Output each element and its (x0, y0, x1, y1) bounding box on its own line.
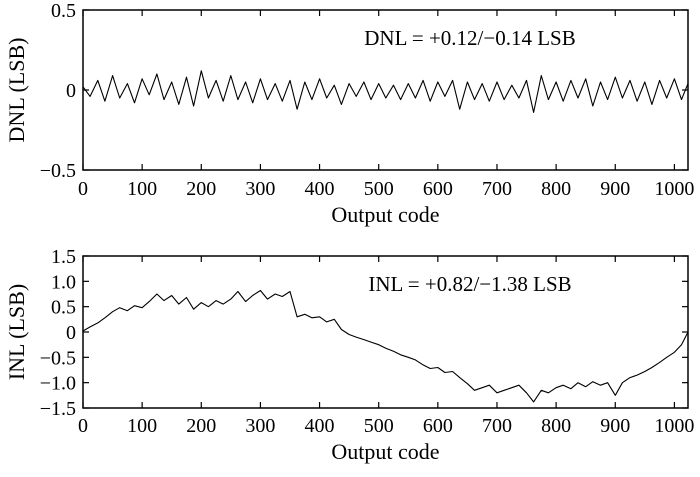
x-tick-label: 100 (127, 178, 157, 200)
x-tick-label: 0 (78, 178, 88, 200)
x-tick-label: 900 (600, 415, 630, 437)
y-tick-label: 0 (66, 322, 76, 344)
series-line (82, 70, 689, 113)
y-tick-label: −0.5 (40, 160, 76, 182)
y-tick-label: 0 (66, 80, 76, 102)
y-axis-title: INL (LSB) (4, 284, 29, 380)
y-tick-label: 0.5 (51, 297, 76, 319)
x-tick-label: 200 (186, 178, 216, 200)
y-tick-label: −1.5 (40, 398, 76, 420)
x-axis-title: Output code (331, 439, 439, 464)
dnl-panel: 0 100 200 300 400 500 600 700 800 900 1000−0.500.5… (4, 0, 694, 227)
x-tick-label: 300 (245, 178, 275, 200)
inl-panel: 0 100 200 300 400 500 600 700 800 900 1000 −1.5 −1.0… (4, 246, 694, 464)
x-tick-label: 800 (541, 415, 571, 437)
x-tick-label: 100 (127, 415, 157, 437)
x-tick-label: 400 (305, 415, 335, 437)
series-line (82, 289, 689, 403)
x-axis-title: Output code (331, 202, 439, 227)
x-tick-label: 700 (482, 178, 512, 200)
x-tick-label: 1000 (654, 415, 694, 437)
y-tick-label: 1.5 (51, 246, 76, 268)
x-tick-label: 1000 (654, 178, 694, 200)
y-tick-label: 0.5 (51, 0, 76, 22)
x-tick-label: 700 (482, 415, 512, 437)
x-tick-label: 900 (600, 178, 630, 200)
y-axis-title: DNL (LSB) (4, 38, 29, 143)
stats-annotation: DNL = +0.12/−0.14 LSB (364, 26, 576, 50)
x-tick-label: 500 (364, 178, 394, 200)
x-tick-label: 600 (423, 178, 453, 200)
stats-annotation: INL = +0.82/−1.38 LSB (368, 272, 571, 296)
y-tick-label: −1.0 (40, 373, 76, 395)
x-tick-label: 800 (541, 178, 571, 200)
x-tick-label: 300 (245, 415, 275, 437)
x-tick-label: 500 (364, 415, 394, 437)
x-tick-label: 200 (186, 415, 216, 437)
y-tick-label: −0.5 (40, 347, 76, 369)
x-tick-label: 600 (423, 415, 453, 437)
y-tick-label: 1.0 (51, 271, 76, 293)
x-tick-label: 0 (78, 415, 88, 437)
x-tick-label: 400 (305, 178, 335, 200)
